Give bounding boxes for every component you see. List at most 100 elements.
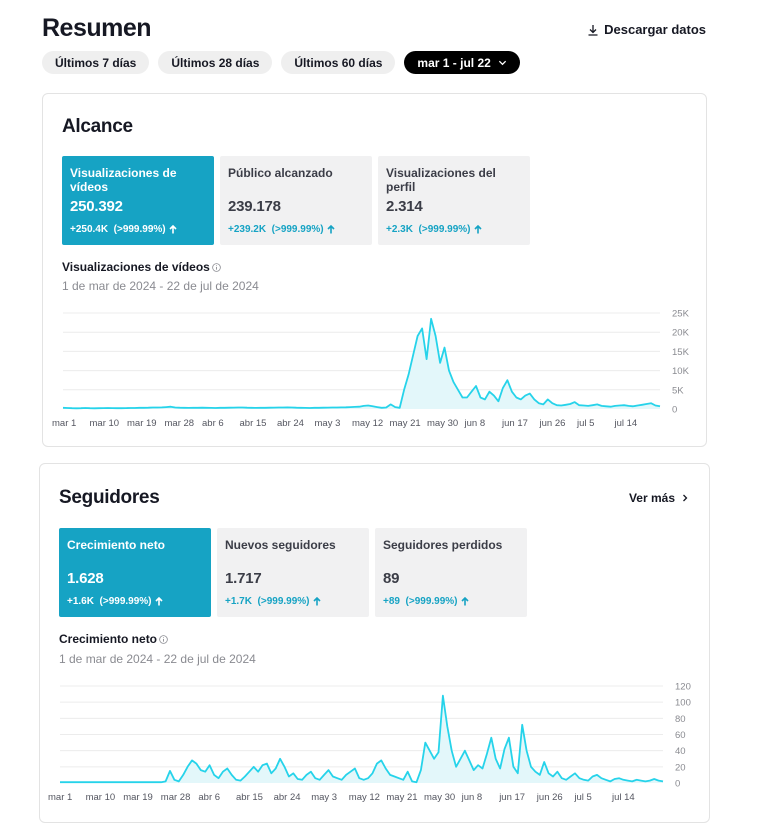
x-tick-label: may 30 [427, 418, 458, 429]
metric-label: Visualizaciones de vídeos [70, 166, 177, 194]
metric-net-growth[interactable]: Crecimiento neto 1.628 +1.6K (>999.99%) [59, 528, 211, 617]
filter-last-60-days[interactable]: Últimos 60 días [281, 51, 396, 74]
metric-delta: +1.6K (>999.99%) [67, 596, 163, 607]
metric-delta-text: +2.3K (>999.99%) [386, 224, 471, 235]
arrow-up-icon [327, 225, 335, 234]
arrow-up-icon [312, 597, 321, 606]
metric-value: 2.314 [386, 198, 423, 215]
x-tick-label: jun 17 [498, 792, 525, 803]
x-tick-label: jun 17 [501, 418, 528, 429]
download-data-label: Descargar datos [604, 22, 706, 37]
y-tick-label: 10K [672, 366, 690, 377]
x-tick-label: mar 1 [48, 792, 72, 803]
filter-last-28-days[interactable]: Últimos 28 días [158, 51, 273, 74]
x-tick-label: jul 14 [614, 418, 638, 429]
metric-profile-views[interactable]: Visualizaciones del perfil 2.314 +2.3K (… [378, 156, 530, 245]
x-tick-label: mar 1 [52, 418, 76, 429]
reach-title: Alcance [62, 116, 133, 137]
metric-label: Nuevos seguidores [225, 538, 336, 552]
chevron-down-icon [498, 60, 506, 66]
metric-delta: +89 (>999.99%) [383, 596, 469, 607]
arrow-up-icon [460, 597, 469, 606]
y-tick-label: 40 [675, 746, 686, 757]
x-tick-label: may 21 [390, 418, 421, 429]
arrow-up-icon [154, 597, 163, 606]
x-tick-label: may 12 [349, 792, 380, 803]
x-tick-label: may 21 [386, 792, 417, 803]
reach-card: Alcance Visualizaciones de vídeos 250.39… [42, 93, 707, 447]
x-tick-label: jun 8 [464, 418, 486, 429]
x-tick-label: may 12 [352, 418, 383, 429]
x-tick-label: jun 26 [536, 792, 563, 803]
y-tick-label: 20 [675, 762, 686, 773]
page-title: Resumen [42, 14, 152, 42]
metric-lost-followers[interactable]: Seguidores perdidos 89 +89 (>999.99%) [375, 528, 527, 617]
x-tick-label: jul 5 [573, 792, 591, 803]
series-area [60, 695, 663, 783]
y-tick-label: 120 [675, 682, 691, 693]
download-data-button[interactable]: Descargar datos [587, 22, 706, 37]
metric-label: Visualizaciones del perfil [386, 166, 496, 194]
metric-value: 89 [383, 570, 400, 587]
filter-last-7-days[interactable]: Últimos 7 días [42, 51, 150, 74]
metric-value: 250.392 [70, 198, 123, 215]
metric-value: 1.628 [67, 570, 104, 587]
metric-delta-text: +239.2K (>999.99%) [228, 224, 324, 235]
x-tick-label: mar 19 [123, 792, 153, 803]
arrow-up-icon [169, 225, 177, 234]
x-tick-label: mar 19 [127, 418, 157, 429]
metric-delta: +1.7K (>999.99%) [225, 596, 321, 607]
y-tick-label: 0 [675, 779, 680, 790]
x-tick-label: abr 6 [198, 792, 220, 803]
filter-custom-range-label: mar 1 - jul 22 [417, 55, 491, 70]
x-tick-label: jun 26 [539, 418, 566, 429]
reach-chart-title-text: Visualizaciones de vídeos [62, 260, 210, 274]
filter-custom-range[interactable]: mar 1 - jul 22 [404, 51, 520, 74]
metric-delta: +239.2K (>999.99%) [228, 224, 335, 235]
followers-chart-range: 1 de mar de 2024 - 22 de jul de 2024 [59, 652, 256, 666]
followers-title: Seguidores [59, 487, 160, 508]
followers-metrics: Crecimiento neto 1.628 +1.6K (>999.99%) … [59, 528, 527, 617]
metric-label: Crecimiento neto [67, 538, 166, 552]
series-line [60, 694, 664, 784]
chevron-right-icon [683, 494, 688, 502]
series-line [62, 317, 661, 410]
reach-metrics: Visualizaciones de vídeos 250.392 +250.4… [62, 156, 530, 245]
followers-chart-title: Crecimiento neto [59, 632, 168, 646]
y-tick-label: 60 [675, 730, 686, 741]
x-tick-label: mar 10 [86, 792, 116, 803]
y-tick-label: 5K [672, 385, 684, 396]
x-tick-label: mar 28 [165, 418, 195, 429]
metric-delta-text: +1.7K (>999.99%) [225, 596, 310, 607]
y-tick-label: 100 [675, 698, 691, 709]
see-more-link[interactable]: Ver más [629, 491, 689, 505]
x-tick-label: abr 24 [277, 418, 304, 429]
x-tick-label: abr 15 [236, 792, 263, 803]
y-tick-label: 25K [672, 309, 690, 320]
x-tick-label: mar 28 [161, 792, 191, 803]
reach-chart-title: Visualizaciones de vídeos [62, 260, 221, 274]
x-tick-label: may 3 [315, 418, 341, 429]
date-range-filters: Últimos 7 días Últimos 28 días Últimos 6… [42, 51, 520, 74]
followers-chart: 0 20 40 60 80 100 120 mar 1 mar 10 mar 19 mar 28 ab… [48, 682, 691, 804]
followers-chart-title-text: Crecimiento neto [59, 632, 158, 646]
x-tick-label: jun 8 [461, 792, 483, 803]
metric-reached-audience[interactable]: Público alcanzado 239.178 +239.2K (>999.… [220, 156, 372, 245]
x-tick-label: may 30 [424, 792, 455, 803]
x-tick-label: abr 15 [240, 418, 267, 429]
info-icon[interactable] [159, 634, 168, 644]
reach-chart-range: 1 de mar de 2024 - 22 de jul de 2024 [62, 279, 259, 293]
x-tick-label: may 3 [311, 792, 337, 803]
metric-delta: +250.4K (>999.99%) [70, 224, 177, 235]
metric-value: 239.178 [228, 198, 281, 215]
x-tick-label: abr 24 [274, 792, 301, 803]
y-tick-label: 80 [675, 714, 686, 725]
metric-delta-text: +89 (>999.99%) [383, 596, 458, 607]
metric-new-followers[interactable]: Nuevos seguidores 1.717 +1.7K (>999.99%) [217, 528, 369, 617]
metric-delta: +2.3K (>999.99%) [386, 224, 482, 235]
arrow-up-icon [473, 225, 482, 234]
metric-video-views[interactable]: Visualizaciones de vídeos 250.392 +250.4… [62, 156, 214, 245]
info-icon[interactable] [212, 262, 221, 272]
download-icon [588, 24, 598, 36]
metric-delta-text: +1.6K (>999.99%) [67, 596, 152, 607]
